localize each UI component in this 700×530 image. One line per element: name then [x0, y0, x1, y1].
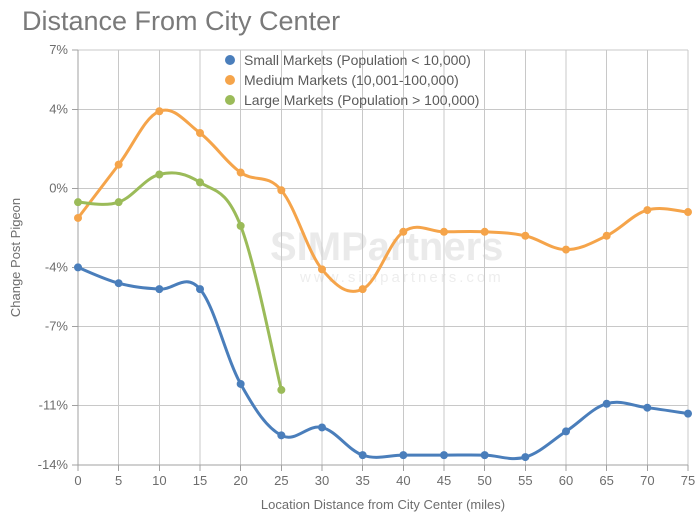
x-tick-label: 0 — [74, 473, 81, 488]
series-marker — [643, 206, 651, 214]
series-marker — [196, 178, 204, 186]
series-marker — [115, 161, 123, 169]
series-marker — [521, 453, 529, 461]
series-marker — [115, 279, 123, 287]
series-marker — [318, 265, 326, 273]
x-tick-label: 30 — [315, 473, 329, 488]
series-marker — [196, 129, 204, 137]
legend-label: Medium Markets (10,001-100,000) — [244, 72, 459, 88]
x-tick-label: 60 — [559, 473, 573, 488]
series-marker — [481, 451, 489, 459]
series-marker — [359, 285, 367, 293]
x-tick-label: 35 — [355, 473, 369, 488]
series-marker — [196, 285, 204, 293]
y-tick-label: -7% — [45, 319, 69, 334]
x-tick-label: 45 — [437, 473, 451, 488]
series-marker — [440, 451, 448, 459]
series-marker — [521, 232, 529, 240]
series-marker — [684, 208, 692, 216]
x-tick-label: 5 — [115, 473, 122, 488]
series-marker — [481, 228, 489, 236]
series-marker — [643, 404, 651, 412]
series-marker — [562, 427, 570, 435]
series-marker — [277, 186, 285, 194]
series-marker — [277, 386, 285, 394]
y-tick-label: -4% — [45, 259, 69, 274]
y-axis-title: Change Post Pigeon — [8, 198, 23, 317]
series-marker — [440, 228, 448, 236]
y-tick-label: 4% — [49, 101, 68, 116]
y-tick-label: 7% — [49, 42, 68, 57]
series-marker — [277, 431, 285, 439]
series-marker — [399, 451, 407, 459]
series-marker — [74, 263, 82, 271]
x-tick-label: 20 — [233, 473, 247, 488]
series-marker — [562, 246, 570, 254]
series-marker — [603, 400, 611, 408]
chart-area: SIMPartnerswww.simpartners.com-14%-11%-7… — [0, 0, 700, 525]
legend-swatch — [225, 95, 235, 105]
x-tick-label: 50 — [477, 473, 491, 488]
x-tick-label: 15 — [193, 473, 207, 488]
x-tick-label: 65 — [599, 473, 613, 488]
legend-swatch — [225, 75, 235, 85]
series-marker — [318, 423, 326, 431]
series-marker — [603, 232, 611, 240]
x-tick-label: 75 — [681, 473, 695, 488]
series-marker — [237, 169, 245, 177]
chart-svg: SIMPartnerswww.simpartners.com-14%-11%-7… — [0, 0, 700, 525]
series-line — [78, 267, 688, 458]
x-tick-label: 70 — [640, 473, 654, 488]
series-line — [78, 110, 688, 291]
series-marker — [74, 214, 82, 222]
series-marker — [237, 380, 245, 388]
series-marker — [155, 285, 163, 293]
legend-label: Large Markets (Population > 100,000) — [244, 92, 479, 108]
y-tick-label: -14% — [38, 457, 69, 472]
series-marker — [74, 198, 82, 206]
series-marker — [115, 198, 123, 206]
legend-label: Small Markets (Population < 10,000) — [244, 52, 471, 68]
x-tick-label: 40 — [396, 473, 410, 488]
x-tick-label: 25 — [274, 473, 288, 488]
series-marker — [399, 228, 407, 236]
y-tick-label: -11% — [39, 398, 69, 413]
series-marker — [684, 410, 692, 418]
legend-swatch — [225, 55, 235, 65]
x-axis-title: Location Distance from City Center (mile… — [261, 497, 505, 512]
series-marker — [359, 451, 367, 459]
series-marker — [155, 171, 163, 179]
x-tick-label: 55 — [518, 473, 532, 488]
y-tick-label: 0% — [49, 180, 68, 195]
x-tick-label: 10 — [152, 473, 166, 488]
series-marker — [155, 107, 163, 115]
series-marker — [237, 222, 245, 230]
